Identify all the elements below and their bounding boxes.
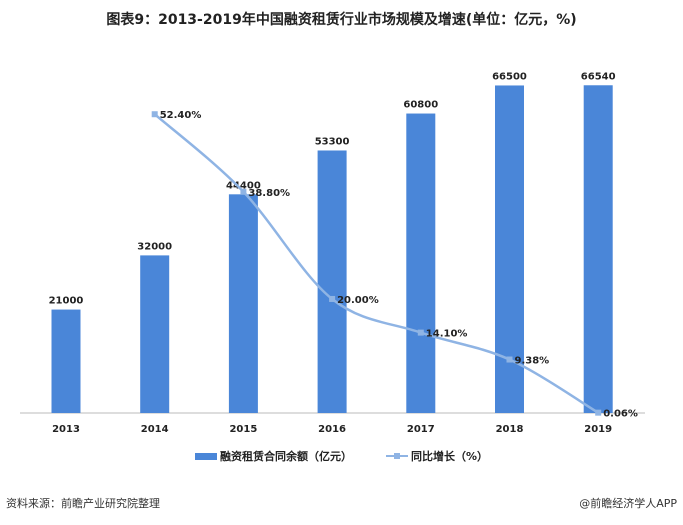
x-tick-2017: 2017: [407, 424, 435, 435]
chart-title: 图表9：2013-2019年中国融资租赁行业市场规模及增速(单位：亿元，%): [106, 12, 577, 28]
growth-label-2019: 0.06%: [603, 409, 638, 420]
growth-point-2018: [506, 356, 513, 363]
growth-label-2014: 52.40%: [160, 110, 202, 121]
bar-label-2017: 60800: [403, 100, 438, 111]
x-tick-2018: 2018: [496, 424, 524, 435]
bar-2019: [583, 85, 613, 413]
legend-label-bar: 融资租赁合同余额（亿元）: [219, 450, 352, 463]
growth-label-2017: 14.10%: [426, 329, 468, 340]
bar-2017: [406, 113, 436, 413]
bar-label-2016: 53300: [315, 136, 350, 147]
legend-item-line: 同比增长（%）: [385, 448, 489, 464]
legend-item-bar: 融资租赁合同余额（亿元）: [194, 448, 352, 464]
bar-2014: [140, 255, 170, 413]
legend-label-line: 同比增长（%）: [410, 450, 489, 463]
bar-label-2015: 44400: [226, 180, 261, 191]
bar-label-2018: 66500: [492, 71, 527, 82]
bar-label-2013: 21000: [49, 296, 84, 307]
credit-note: @前瞻经济学人APP: [579, 497, 677, 510]
x-tick-2015: 2015: [229, 424, 257, 435]
legend: 融资租赁合同余额（亿元） 同比增长（%）: [0, 448, 683, 464]
x-tick-2013: 2013: [52, 424, 80, 435]
x-tick-2019: 2019: [584, 424, 612, 435]
bar-2013: [51, 309, 81, 413]
x-tick-2016: 2016: [318, 424, 346, 435]
source-note: 资料来源：前瞻产业研究院整理: [6, 497, 160, 510]
bar-2016: [317, 150, 347, 414]
growth-point-2016: [329, 295, 336, 302]
growth-line: [153, 113, 599, 414]
growth-point-2015: [240, 188, 247, 195]
legend-swatch-line: [385, 453, 408, 459]
growth-point-2014: [151, 111, 158, 118]
legend-swatch-bar: [194, 452, 217, 460]
growth-label-2018: 9.38%: [515, 356, 550, 367]
growth-label-2016: 20.00%: [337, 295, 379, 306]
bar-label-2019: 66540: [581, 71, 616, 82]
growth-label-2015: 38.80%: [248, 188, 290, 199]
growth-point-2017: [417, 329, 424, 336]
growth-point-2019: [595, 409, 602, 416]
bar-label-2014: 32000: [137, 241, 172, 252]
x-tick-2014: 2014: [141, 424, 169, 435]
bar-2015: [228, 194, 258, 413]
